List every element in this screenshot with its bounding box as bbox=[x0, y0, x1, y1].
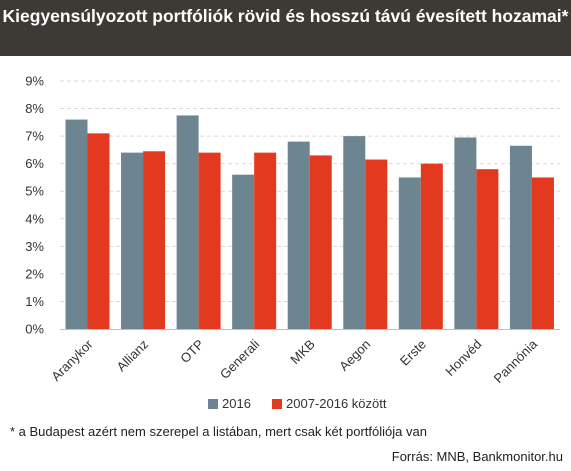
bar-series1 bbox=[287, 141, 310, 329]
x-axis-tick-labels: Aranykor Allianz OTP Generali MKB Aegon Erste H… bbox=[48, 336, 540, 386]
y-tick-label: 4% bbox=[25, 211, 44, 226]
y-tick-label: 2% bbox=[25, 266, 44, 281]
bar-series1 bbox=[509, 145, 532, 329]
bar-series1 bbox=[232, 174, 255, 329]
bar-series2 bbox=[143, 151, 166, 329]
bar-chart: 0% 1% 2% 3% 4% 5% 6% 7% 8% 9% Aranykor Allianz OTP G… bbox=[25, 74, 560, 411]
y-tick-label: 8% bbox=[25, 101, 44, 116]
bar-series2 bbox=[87, 133, 110, 329]
y-tick-label: 0% bbox=[25, 322, 44, 337]
y-tick-label: 7% bbox=[25, 129, 44, 144]
bar-series1 bbox=[343, 136, 366, 329]
bar-series2 bbox=[309, 155, 332, 329]
x-tick-label: Aegon bbox=[336, 337, 373, 374]
chart-title: Kiegyensúlyozott portfóliók rövid és hos… bbox=[0, 0, 571, 56]
x-tick-label: MKB bbox=[287, 337, 318, 368]
footnote: * a Budapest azért nem szerepel a listáb… bbox=[10, 424, 427, 439]
bar-series2 bbox=[254, 152, 277, 329]
bar-series1 bbox=[454, 137, 477, 329]
legend: 2016 2007-2016 között bbox=[208, 396, 387, 411]
legend-swatch bbox=[272, 399, 282, 409]
x-tick-label: Aranykor bbox=[48, 336, 96, 384]
bar-series2 bbox=[420, 163, 443, 329]
y-tick-label: 9% bbox=[25, 74, 44, 89]
y-axis-tick-labels: 0% 1% 2% 3% 4% 5% 6% 7% 8% 9% bbox=[25, 74, 44, 337]
bars bbox=[65, 115, 554, 329]
bar-series2 bbox=[365, 159, 388, 329]
legend-swatch bbox=[208, 399, 218, 409]
legend-label: 2016 bbox=[222, 396, 251, 411]
y-tick-label: 6% bbox=[25, 156, 44, 171]
source-note: Forrás: MNB, Bankmonitor.hu bbox=[391, 449, 563, 464]
bar-series2 bbox=[198, 152, 221, 329]
bar-series1 bbox=[121, 152, 144, 329]
x-tick-label: Allianz bbox=[113, 337, 151, 375]
bar-series1 bbox=[65, 119, 88, 329]
y-tick-label: 5% bbox=[25, 184, 44, 199]
y-tick-label: 3% bbox=[25, 239, 44, 254]
x-tick-label: Generali bbox=[217, 336, 262, 381]
bar-series2 bbox=[476, 169, 499, 329]
x-tick-label: OTP bbox=[177, 337, 207, 367]
bar-series1 bbox=[398, 177, 421, 329]
y-tick-label: 1% bbox=[25, 294, 44, 309]
bar-series1 bbox=[176, 115, 199, 329]
x-tick-label: Honvéd bbox=[442, 337, 484, 379]
legend-label: 2007-2016 között bbox=[286, 396, 387, 411]
x-tick-label: Erste bbox=[397, 337, 429, 369]
bar-series2 bbox=[531, 177, 554, 329]
x-tick-label: Pannónia bbox=[491, 336, 541, 386]
